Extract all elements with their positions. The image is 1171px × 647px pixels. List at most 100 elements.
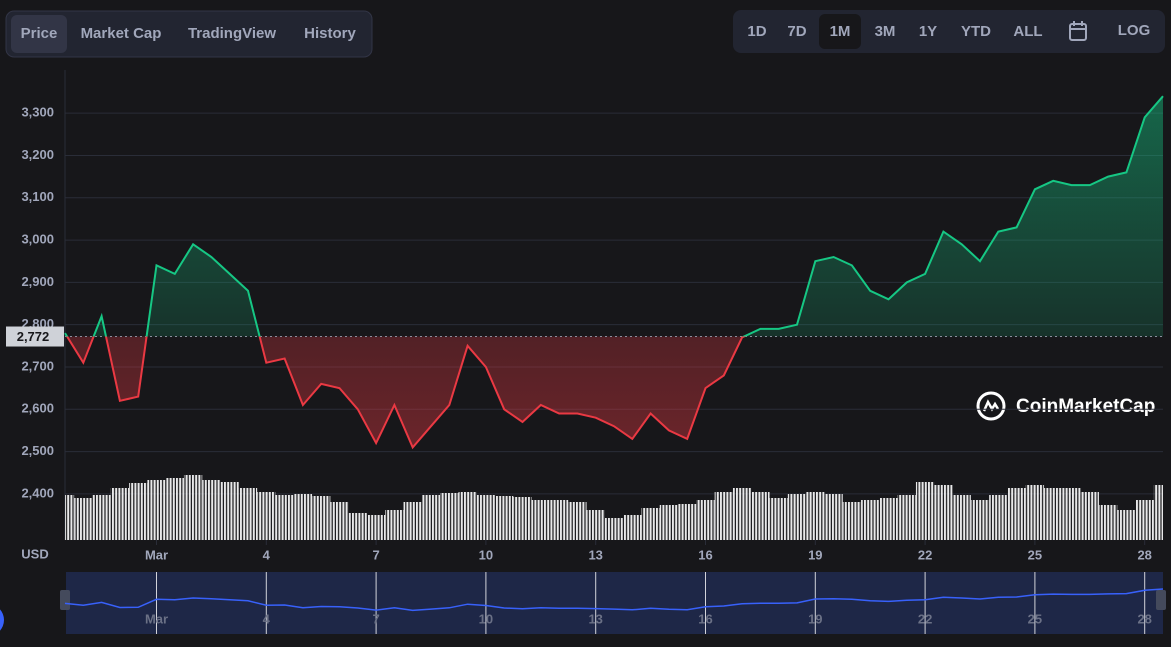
calendar-icon[interactable] — [1069, 21, 1087, 41]
volume-bar — [366, 515, 386, 540]
range-button[interactable]: 7D — [787, 23, 806, 40]
volume-bar — [476, 495, 496, 540]
volume-bar — [275, 495, 294, 540]
volume-bar — [659, 505, 679, 540]
navigator-tick-label: Mar — [145, 611, 168, 626]
volume-bar — [842, 502, 862, 540]
edge-button[interactable] — [0, 604, 4, 636]
baseline-label-bg — [6, 326, 64, 347]
range-button[interactable]: 1D — [747, 23, 766, 40]
volume-bar — [641, 508, 660, 540]
volume-bar — [1080, 492, 1099, 540]
watermark-logo — [976, 391, 1006, 421]
volume-bar — [421, 495, 441, 540]
volume-bar — [549, 500, 569, 540]
volume-bar — [74, 498, 93, 540]
currency-label: USD — [21, 546, 48, 561]
volume-bar — [861, 500, 880, 540]
watermark: CoinMarketCap — [1016, 396, 1155, 417]
navigator-tick-label: 16 — [698, 611, 712, 626]
volume-bar — [238, 488, 258, 540]
volume-bar — [202, 480, 221, 540]
volume-bar — [293, 494, 313, 540]
volume-bar — [806, 492, 825, 540]
y-tick-label: 2,700 — [21, 358, 54, 373]
volume-bar — [787, 494, 807, 540]
navigator-tick-label: 22 — [918, 611, 932, 626]
volume-bar — [330, 502, 349, 540]
price-line — [65, 336, 747, 450]
volume-bar — [403, 502, 422, 540]
y-tick-label: 3,100 — [21, 189, 54, 204]
volume-bar — [531, 500, 550, 540]
volume-bar — [110, 488, 130, 540]
volume-bar — [714, 492, 733, 540]
tab[interactable]: Market Cap — [81, 25, 162, 42]
tab[interactable]: TradingView — [188, 25, 276, 42]
volume-bar — [440, 493, 459, 540]
x-tick-label: 16 — [698, 547, 712, 562]
volume-bar — [1044, 488, 1063, 540]
volume-bar — [312, 496, 331, 540]
y-tick-label: 2,900 — [21, 274, 54, 289]
tab-group — [5, 10, 373, 58]
volume-bar — [1117, 510, 1136, 540]
volume-bar — [92, 495, 111, 540]
tab[interactable]: History — [304, 25, 356, 42]
navigator-tick-label: 28 — [1137, 611, 1151, 626]
volume-bar — [1098, 505, 1118, 540]
x-tick-label: 4 — [263, 547, 271, 562]
x-tick-label: 25 — [1028, 547, 1042, 562]
volume-bar — [1153, 485, 1163, 540]
navigator-tick-label: 13 — [588, 611, 602, 626]
volume-bar — [1062, 488, 1081, 540]
volume-bar — [934, 485, 953, 540]
volume-bar — [751, 492, 770, 540]
toolbar: LOG Price Market Cap TradingView History 1D 7… — [5, 10, 1165, 58]
y-tick-label: 2,400 — [21, 485, 54, 500]
y-tick-label: 2,500 — [21, 443, 54, 458]
volume-bar — [623, 515, 642, 540]
navigator-tick-label: 10 — [479, 611, 493, 626]
volume-bar — [385, 510, 404, 540]
volume-bar — [1135, 500, 1154, 540]
x-tick-label: 22 — [918, 547, 932, 562]
volume-bar — [604, 518, 624, 540]
volume-bar — [769, 498, 788, 540]
volume-bar — [1007, 488, 1026, 540]
y-tick-label: 3,300 — [21, 105, 54, 120]
tab[interactable]: Price — [21, 25, 58, 42]
volume-bar — [952, 495, 971, 540]
y-tick-label: 3,200 — [21, 147, 54, 162]
volume-bar — [129, 483, 148, 540]
range-button[interactable]: YTD — [961, 23, 991, 40]
volume-bar — [915, 482, 935, 540]
range-button[interactable]: 1Y — [919, 23, 937, 40]
navigator-tick-label: 25 — [1028, 611, 1042, 626]
x-tick-label: Mar — [145, 547, 168, 562]
x-tick-label: 28 — [1137, 547, 1151, 562]
navigator-line — [64, 588, 1164, 612]
range-button[interactable]: 1M — [830, 23, 851, 40]
x-tick-label: 13 — [588, 547, 602, 562]
volume-bar — [513, 497, 532, 540]
range-button[interactable]: ALL — [1013, 23, 1042, 40]
navigator[interactable] — [66, 572, 1163, 634]
volume-bar — [348, 513, 367, 540]
volume-bar — [147, 480, 166, 540]
navigator-tick-label: 19 — [808, 611, 822, 626]
x-tick-label: 19 — [808, 547, 822, 562]
range-button[interactable]: 3M — [875, 23, 896, 40]
baseline-label: 2,772 — [17, 329, 50, 344]
area-up — [65, 96, 1163, 337]
navigator-tick-label: 4 — [263, 611, 271, 626]
volume-bar — [220, 482, 239, 540]
y-tick-label: 3,000 — [21, 232, 54, 247]
log-button[interactable]: LOG — [1118, 22, 1151, 39]
volume-bar — [165, 478, 184, 540]
volume-bar — [824, 494, 843, 540]
navigator-handle[interactable] — [60, 590, 70, 610]
volume-bar — [257, 492, 276, 540]
navigator-handle[interactable] — [1156, 590, 1166, 610]
